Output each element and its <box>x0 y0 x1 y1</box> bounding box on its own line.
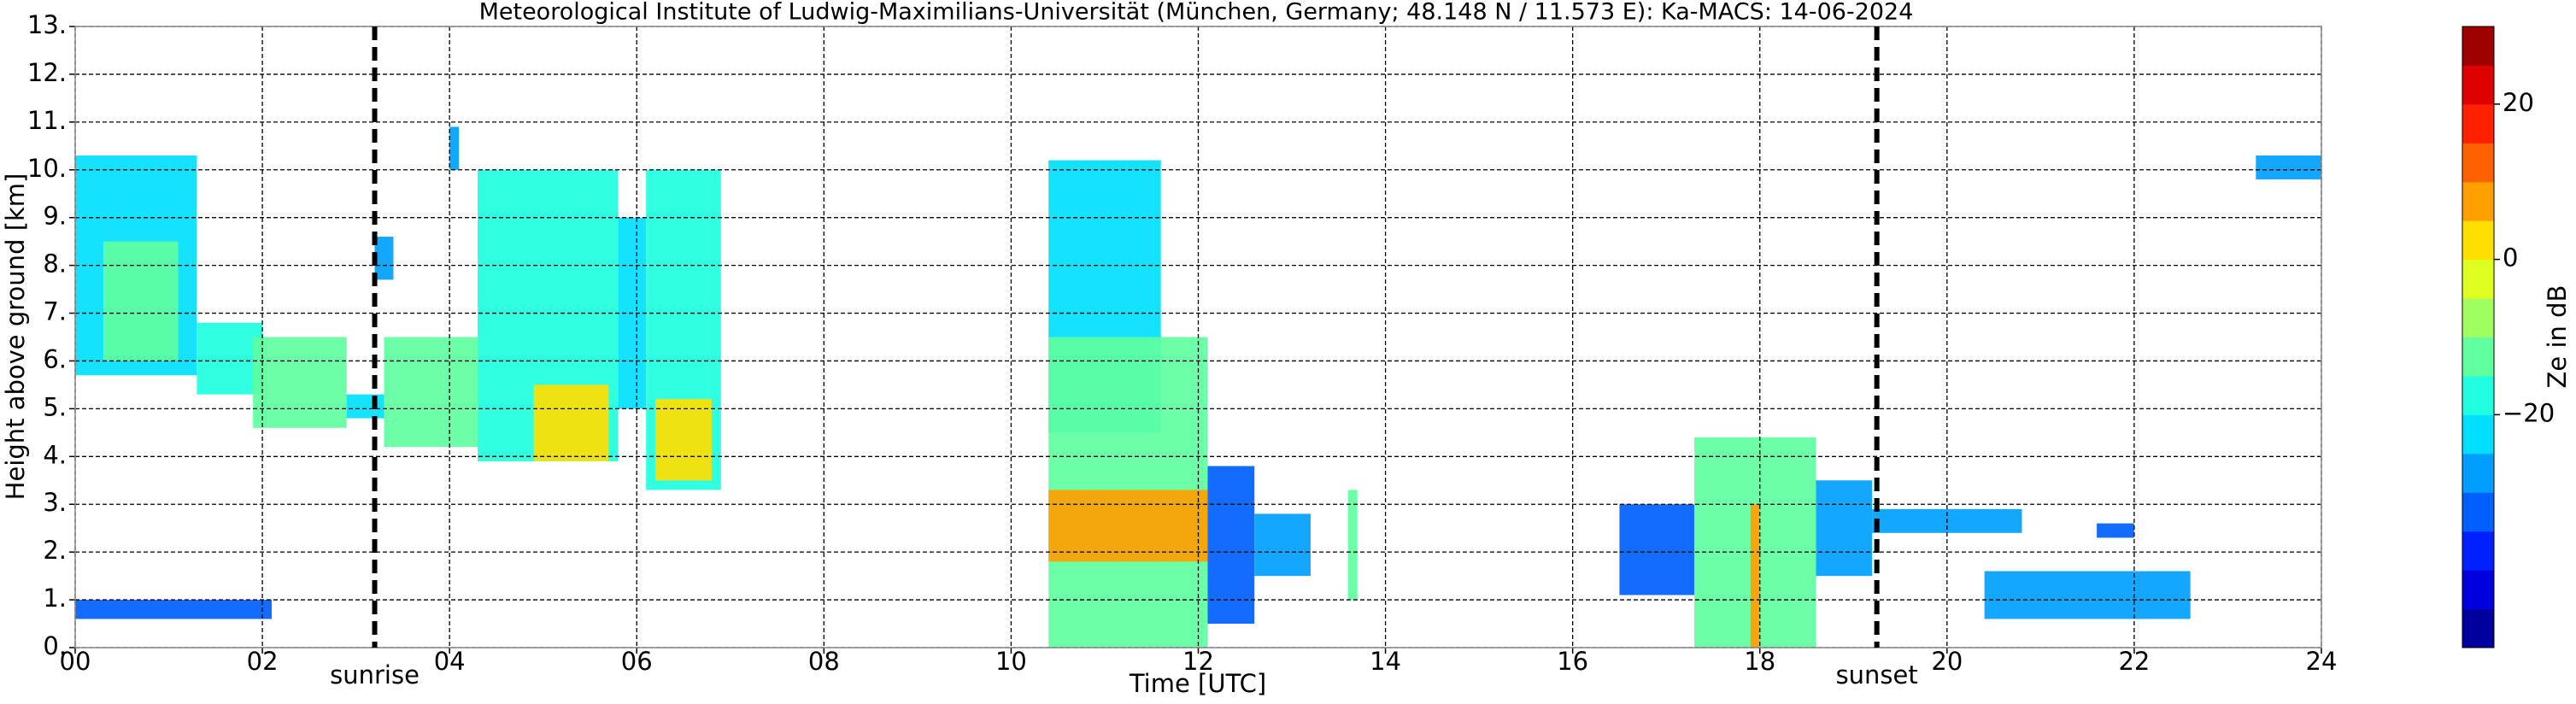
annotation-label: sunset <box>1836 660 1918 689</box>
colorbar-band <box>2462 65 2494 105</box>
echo-cell <box>1619 504 1695 595</box>
echo-cell <box>1750 504 1760 648</box>
y-tick-label: 13. <box>27 10 67 39</box>
x-tick-label: 22 <box>2118 647 2150 676</box>
x-tick-label: 12 <box>1182 647 1214 676</box>
colorbar-tick-label: 0 <box>2503 243 2518 273</box>
echo-cell <box>1048 490 1208 562</box>
chart-title: Meteorological Institute of Ludwig-Maxim… <box>479 0 1914 26</box>
x-tick-label: 04 <box>434 647 466 676</box>
colorbar-band <box>2462 570 2494 610</box>
colorbar-label: Ze in dB <box>2543 285 2572 389</box>
colorbar-band <box>2462 414 2494 455</box>
annotation-label: sunrise <box>330 660 420 689</box>
y-tick-label: 3. <box>43 488 67 517</box>
x-tick-label: 08 <box>808 647 840 676</box>
y-tick-label: 5. <box>43 392 67 421</box>
colorbar-band <box>2462 298 2494 337</box>
y-tick-label: 8. <box>43 249 67 279</box>
echo-cell <box>374 237 394 280</box>
y-tick-label: 1. <box>43 584 67 613</box>
colorbar-band <box>2462 453 2494 493</box>
plot-frame <box>74 26 2322 648</box>
colorbar-tick-label: −20 <box>2503 398 2555 427</box>
x-tick-label: 02 <box>247 647 279 676</box>
x-tick-label: 24 <box>2306 647 2338 676</box>
echo-cell <box>75 600 273 619</box>
echo-cell <box>103 241 179 361</box>
echo-cell <box>449 126 460 170</box>
echo-cell <box>253 337 347 428</box>
echo-cell <box>533 384 609 461</box>
y-tick-label: 9. <box>43 202 67 231</box>
y-tick-label: 0. <box>43 631 67 660</box>
echo-cell <box>1816 480 1873 577</box>
echo-cell <box>1254 513 1311 577</box>
echo-cell <box>384 337 478 448</box>
colorbar-band <box>2462 531 2494 571</box>
y-tick-label: 4. <box>43 440 67 469</box>
x-tick-label: 20 <box>1931 647 1963 676</box>
echo-cell <box>655 399 712 481</box>
x-tick-label: 16 <box>1557 647 1588 676</box>
colorbar-band <box>2462 608 2494 648</box>
colorbar-band <box>2462 181 2494 221</box>
x-axis-label: Time [UTC] <box>1129 669 1266 698</box>
echo-cell <box>346 394 384 419</box>
colorbar-band <box>2462 375 2494 415</box>
colorbar-band <box>2462 26 2494 66</box>
y-tick-label: 10. <box>27 154 67 183</box>
y-tick-label: 6. <box>43 344 67 373</box>
x-tick-label: 18 <box>1744 647 1775 676</box>
colorbar-band <box>2462 492 2494 532</box>
x-tick-label: 14 <box>1370 647 1401 676</box>
echo-cell <box>197 322 263 395</box>
x-tick-label: 10 <box>995 647 1027 676</box>
x-tick-label: 00 <box>60 647 91 676</box>
y-axis-label: Height above ground [km] <box>1 173 30 501</box>
y-tick-label: 12. <box>27 58 67 87</box>
colorbar-band <box>2462 259 2494 299</box>
y-tick-label: 7. <box>43 297 67 326</box>
colorbar-tick-label: 20 <box>2503 88 2534 117</box>
colorbar-band <box>2462 103 2494 144</box>
colorbar-band <box>2462 220 2494 261</box>
y-tick-label: 11. <box>27 106 67 135</box>
colorbar-band <box>2462 143 2494 183</box>
colorbar-frame <box>2462 26 2495 648</box>
echo-cell <box>2097 523 2134 538</box>
echo-cell <box>1984 571 2191 619</box>
y-tick-label: 2. <box>43 536 67 565</box>
echo-cell <box>2256 155 2321 179</box>
x-tick-label: 06 <box>621 647 653 676</box>
echo-cell <box>1207 466 1255 625</box>
echo-cell <box>1347 490 1358 601</box>
colorbar-band <box>2462 337 2494 377</box>
